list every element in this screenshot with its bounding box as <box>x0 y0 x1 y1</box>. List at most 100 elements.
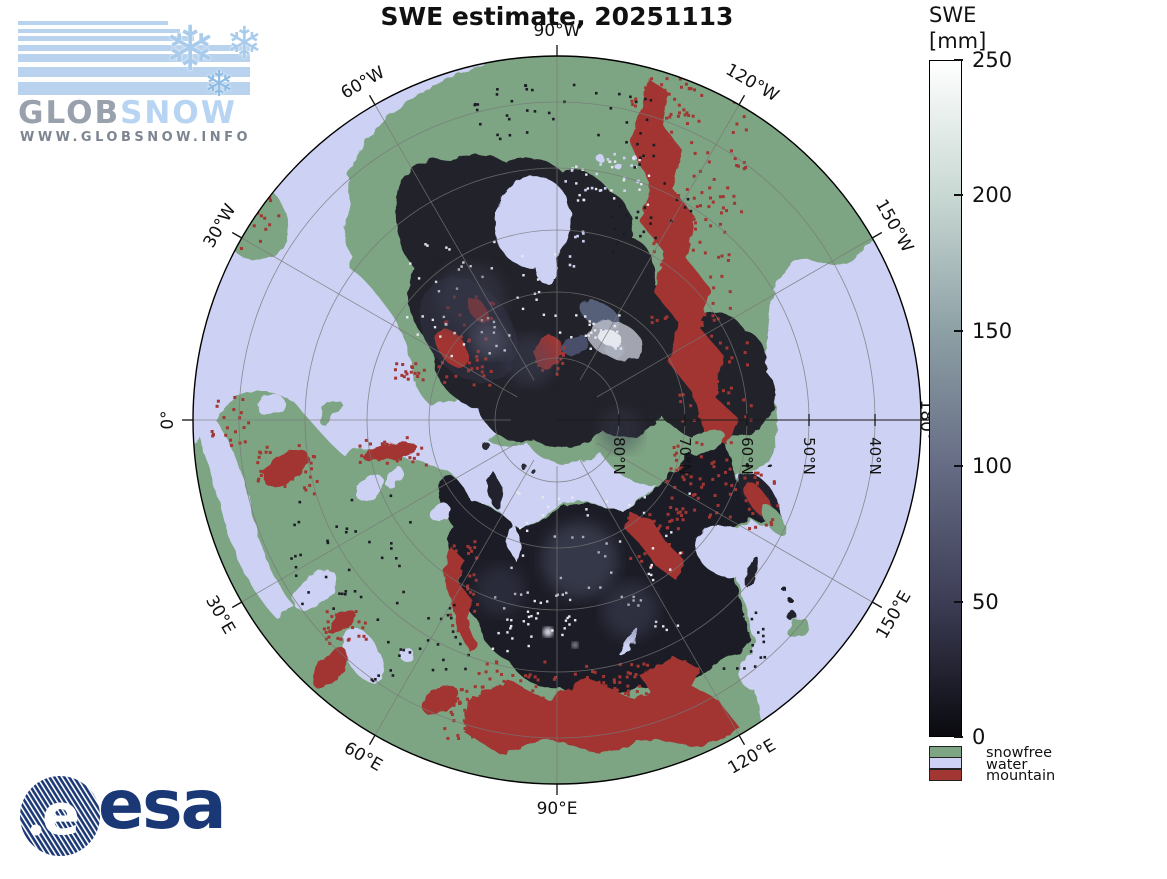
latitude-label: 50°N <box>800 437 818 475</box>
longitude-label: 0° <box>158 410 178 430</box>
map-speckle <box>234 193 238 197</box>
land-snowfree-chukotka <box>687 429 725 455</box>
map-speckle <box>663 669 667 673</box>
map-speckle <box>228 198 232 202</box>
map-speckle <box>607 342 610 345</box>
map-speckle <box>463 708 467 712</box>
map-speckle <box>698 477 702 481</box>
map-speckle <box>530 699 534 703</box>
map-speckle <box>622 156 626 160</box>
map-speckle <box>597 133 600 137</box>
map-speckle <box>646 203 650 206</box>
map-speckle <box>685 349 689 353</box>
map-speckle <box>670 518 674 522</box>
map-speckle <box>484 670 488 674</box>
map-speckle <box>541 696 545 700</box>
map-speckle <box>257 455 261 459</box>
colorbar-title: SWE [mm] <box>929 2 986 54</box>
map-speckle <box>259 214 263 218</box>
map-speckle <box>623 692 627 696</box>
map-speckle <box>729 386 733 390</box>
map-speckle <box>650 520 654 524</box>
colorbar-gradient <box>929 60 962 737</box>
map-speckle <box>638 163 641 166</box>
map-speckle <box>707 341 711 345</box>
map-speckle <box>680 348 684 352</box>
map-speckle <box>626 671 630 675</box>
map-speckle <box>712 318 716 322</box>
map-speckle <box>573 619 577 622</box>
map-speckle <box>652 154 656 158</box>
map-speckle <box>344 590 348 593</box>
map-speckle <box>670 496 674 500</box>
logo-stripe <box>18 45 250 51</box>
map-speckle <box>259 469 263 473</box>
map-speckle <box>663 182 666 185</box>
map-speckle <box>722 667 726 670</box>
snow-hokkaido <box>787 611 797 621</box>
map-speckle <box>599 163 602 166</box>
map-speckle <box>574 721 578 725</box>
map-speckle <box>577 736 581 740</box>
map-speckle <box>728 467 732 471</box>
map-speckle <box>289 459 293 463</box>
map-speckle <box>459 569 463 573</box>
map-speckle <box>326 626 330 630</box>
map-speckle <box>345 527 349 531</box>
map-speckle <box>484 357 488 361</box>
map-speckle <box>628 672 632 676</box>
map-speckle <box>456 582 460 586</box>
map-speckle <box>682 478 686 482</box>
map-speckle <box>586 514 589 517</box>
map-speckle <box>488 677 492 681</box>
map-speckle <box>623 176 626 180</box>
map-speckle <box>506 695 510 699</box>
map-speckle <box>453 331 456 335</box>
map-speckle <box>744 165 748 169</box>
map-speckle <box>595 172 599 176</box>
map-speckle <box>294 554 297 558</box>
map-speckle <box>466 584 470 588</box>
map-speckle <box>542 313 546 317</box>
map-speckle <box>575 182 578 185</box>
map-speckle <box>629 556 633 560</box>
map-speckle <box>686 244 690 248</box>
map-speckle <box>678 325 682 329</box>
map-speckle <box>233 430 237 434</box>
legend-swatch-snowfree <box>929 746 962 758</box>
map-speckle <box>678 466 682 470</box>
map-speckle <box>655 529 659 533</box>
map-speckle <box>681 518 685 522</box>
map-speckle <box>726 186 730 190</box>
map-speckle <box>733 157 737 161</box>
logo-stripe <box>18 67 250 77</box>
map-speckle <box>479 122 482 126</box>
map-speckle <box>449 710 453 714</box>
map-speckle <box>662 285 666 289</box>
map-speckle <box>772 480 776 484</box>
map-speckle <box>283 459 287 463</box>
map-speckle <box>581 168 584 171</box>
map-speckle <box>471 696 475 700</box>
map-speckle <box>636 664 640 668</box>
map-speckle <box>487 730 491 734</box>
map-speckle <box>362 634 366 638</box>
map-speckle <box>594 91 598 95</box>
map-speckle <box>753 665 757 668</box>
map-speckle <box>671 191 675 195</box>
colorbar-tick-mark <box>954 59 963 61</box>
map-speckle <box>308 483 312 487</box>
map-speckle <box>438 345 442 349</box>
map-speckle <box>518 492 521 495</box>
map-speckle <box>440 338 444 342</box>
map-speckle <box>462 602 466 606</box>
map-speckle <box>335 525 338 528</box>
map-speckle <box>673 259 677 263</box>
map-speckle <box>511 637 514 640</box>
map-speckle <box>657 151 661 155</box>
map-speckle <box>612 678 616 682</box>
map-speckle <box>370 678 374 681</box>
map-speckle <box>636 538 640 542</box>
map-speckle <box>340 592 344 596</box>
map-speckle <box>692 217 696 221</box>
